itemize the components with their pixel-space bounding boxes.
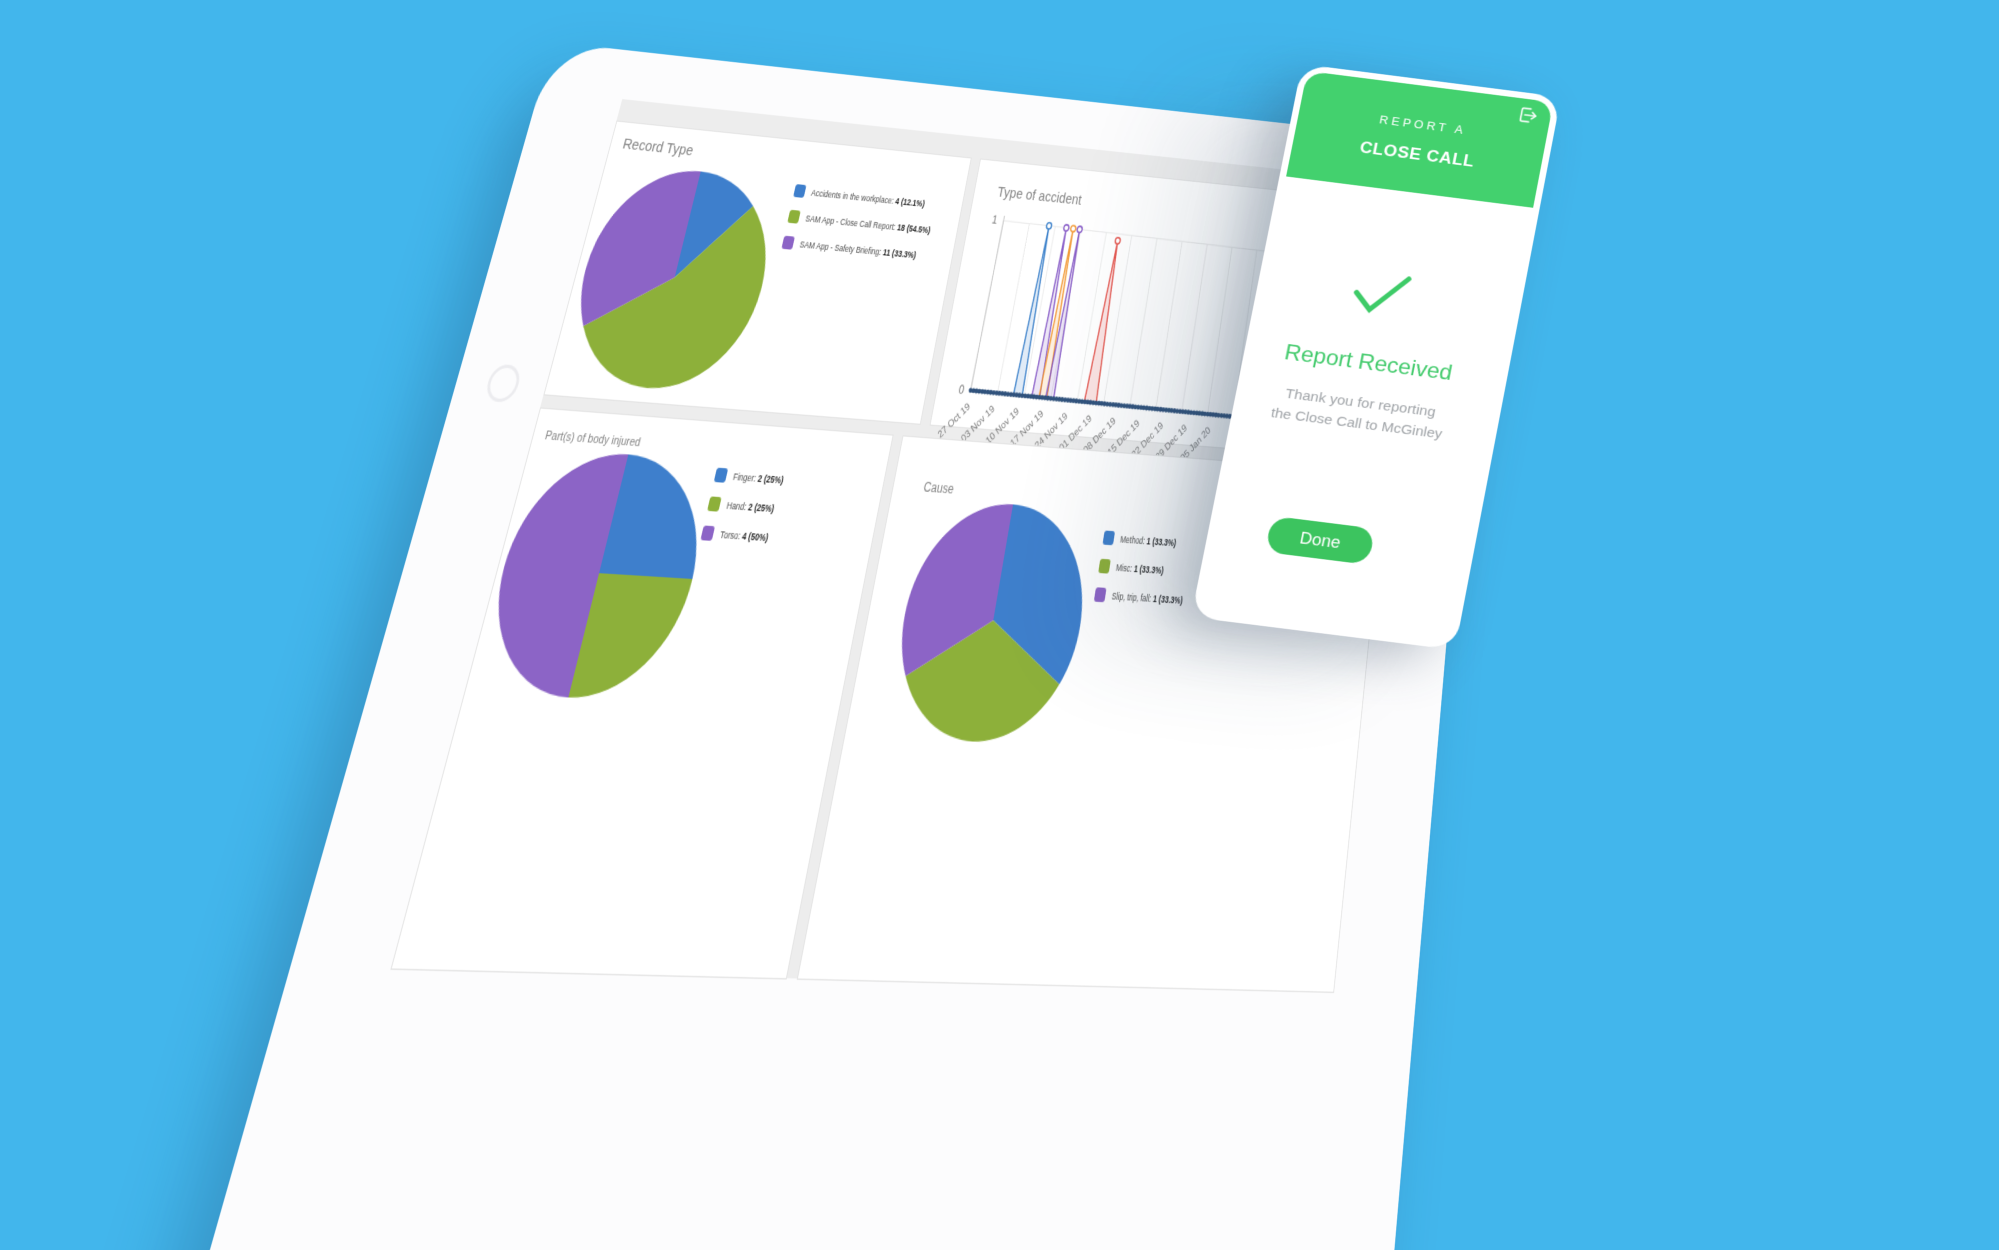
svg-text:0: 0 [957,384,965,398]
svg-text:1: 1 [991,214,999,227]
